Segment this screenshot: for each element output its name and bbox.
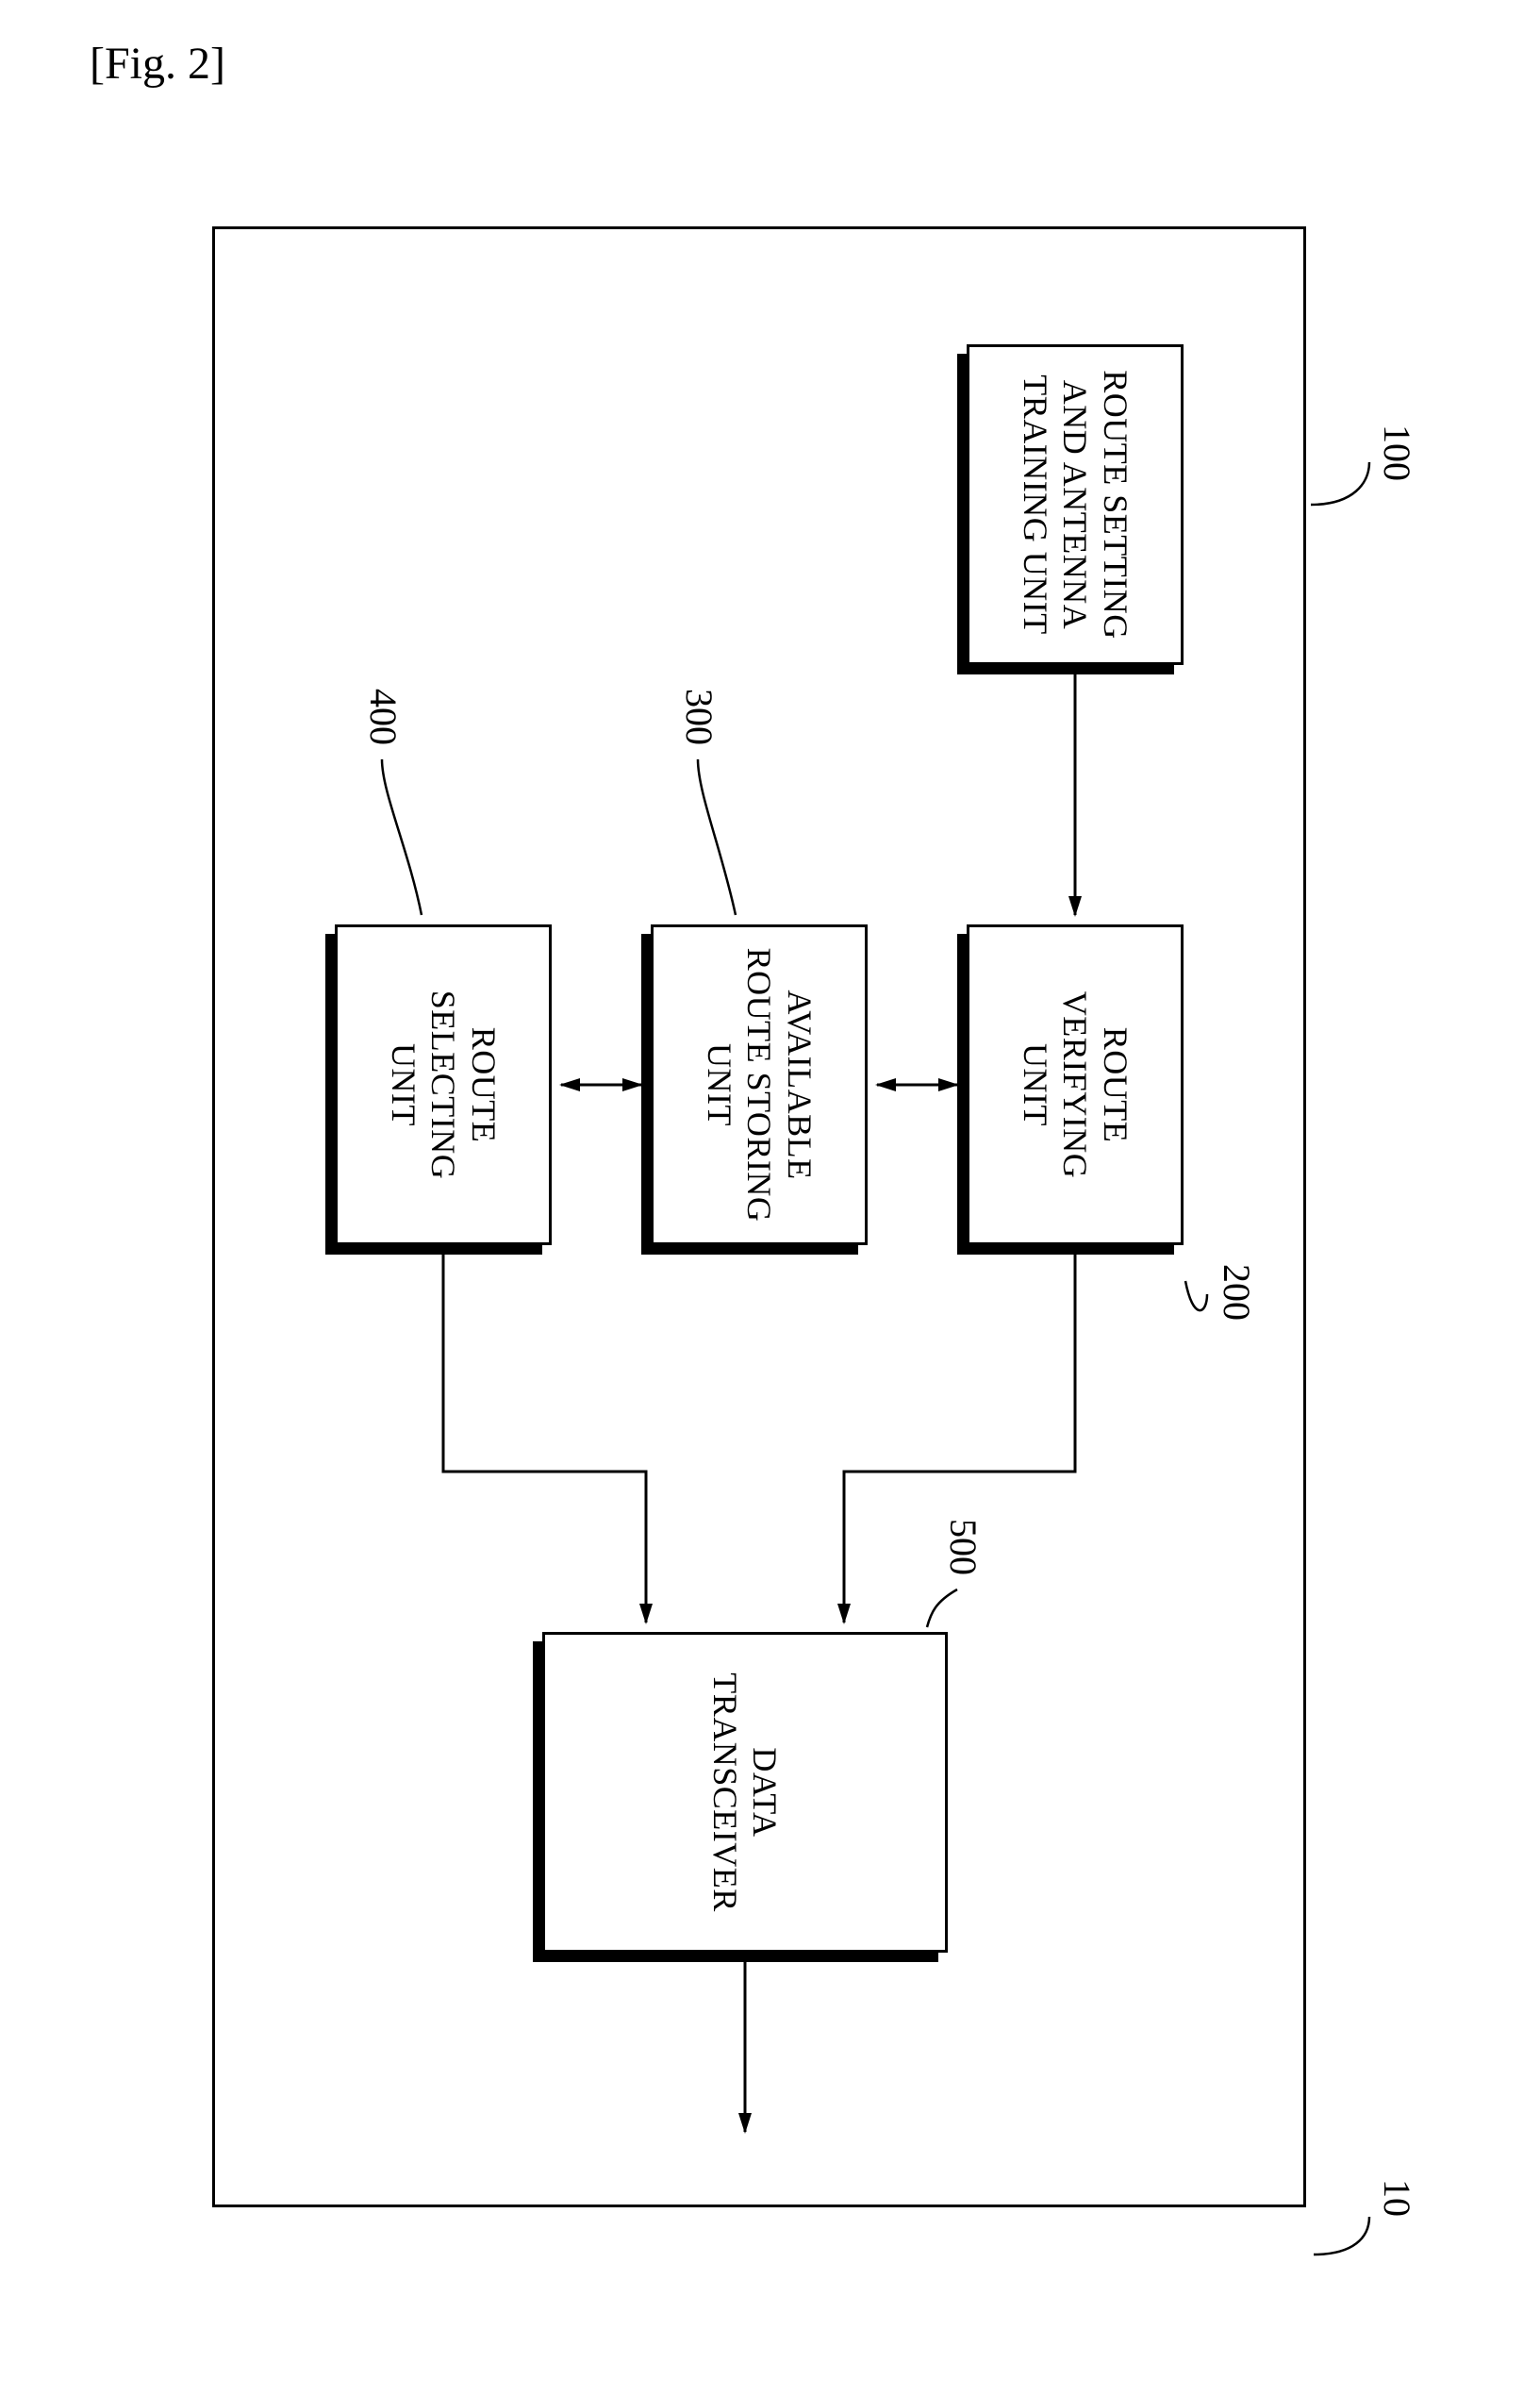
available-route-storing-unit: AVAILABLEROUTE STORINGUNIT (651, 924, 868, 1245)
route-selecting-unit: ROUTESELECTINGUNIT (335, 924, 552, 1245)
block-label: DATATRANSCEIVER (542, 1632, 948, 1953)
ref-leader-100 (1311, 462, 1369, 505)
ref-100: 100 (1375, 424, 1419, 481)
route-verifying-unit: ROUTEVERIFYINGUNIT (967, 924, 1184, 1245)
block-label: AVAILABLEROUTE STORINGUNIT (651, 924, 868, 1245)
data-transceiver: DATATRANSCEIVER (542, 1632, 948, 1953)
ref-500: 500 (941, 1519, 985, 1575)
ref-10: 10 (1375, 2179, 1419, 2217)
figure-label: [Fig. 2] (90, 38, 225, 90)
block-label: ROUTE SETTINGAND ANTENNATRAINING UNIT (967, 344, 1184, 665)
ref-400: 400 (361, 689, 406, 745)
block-label: ROUTEVERIFYINGUNIT (967, 924, 1184, 1245)
ref-300: 300 (677, 689, 721, 745)
block-label: ROUTESELECTINGUNIT (335, 924, 552, 1245)
ref-leader-10 (1314, 2217, 1369, 2255)
diagram-canvas: ROUTE SETTINGAND ANTENNATRAINING UNIT ROU… (80, 132, 1466, 2321)
ref-200: 200 (1215, 1264, 1259, 1321)
route-setting-unit: ROUTE SETTINGAND ANTENNATRAINING UNIT (967, 344, 1184, 665)
